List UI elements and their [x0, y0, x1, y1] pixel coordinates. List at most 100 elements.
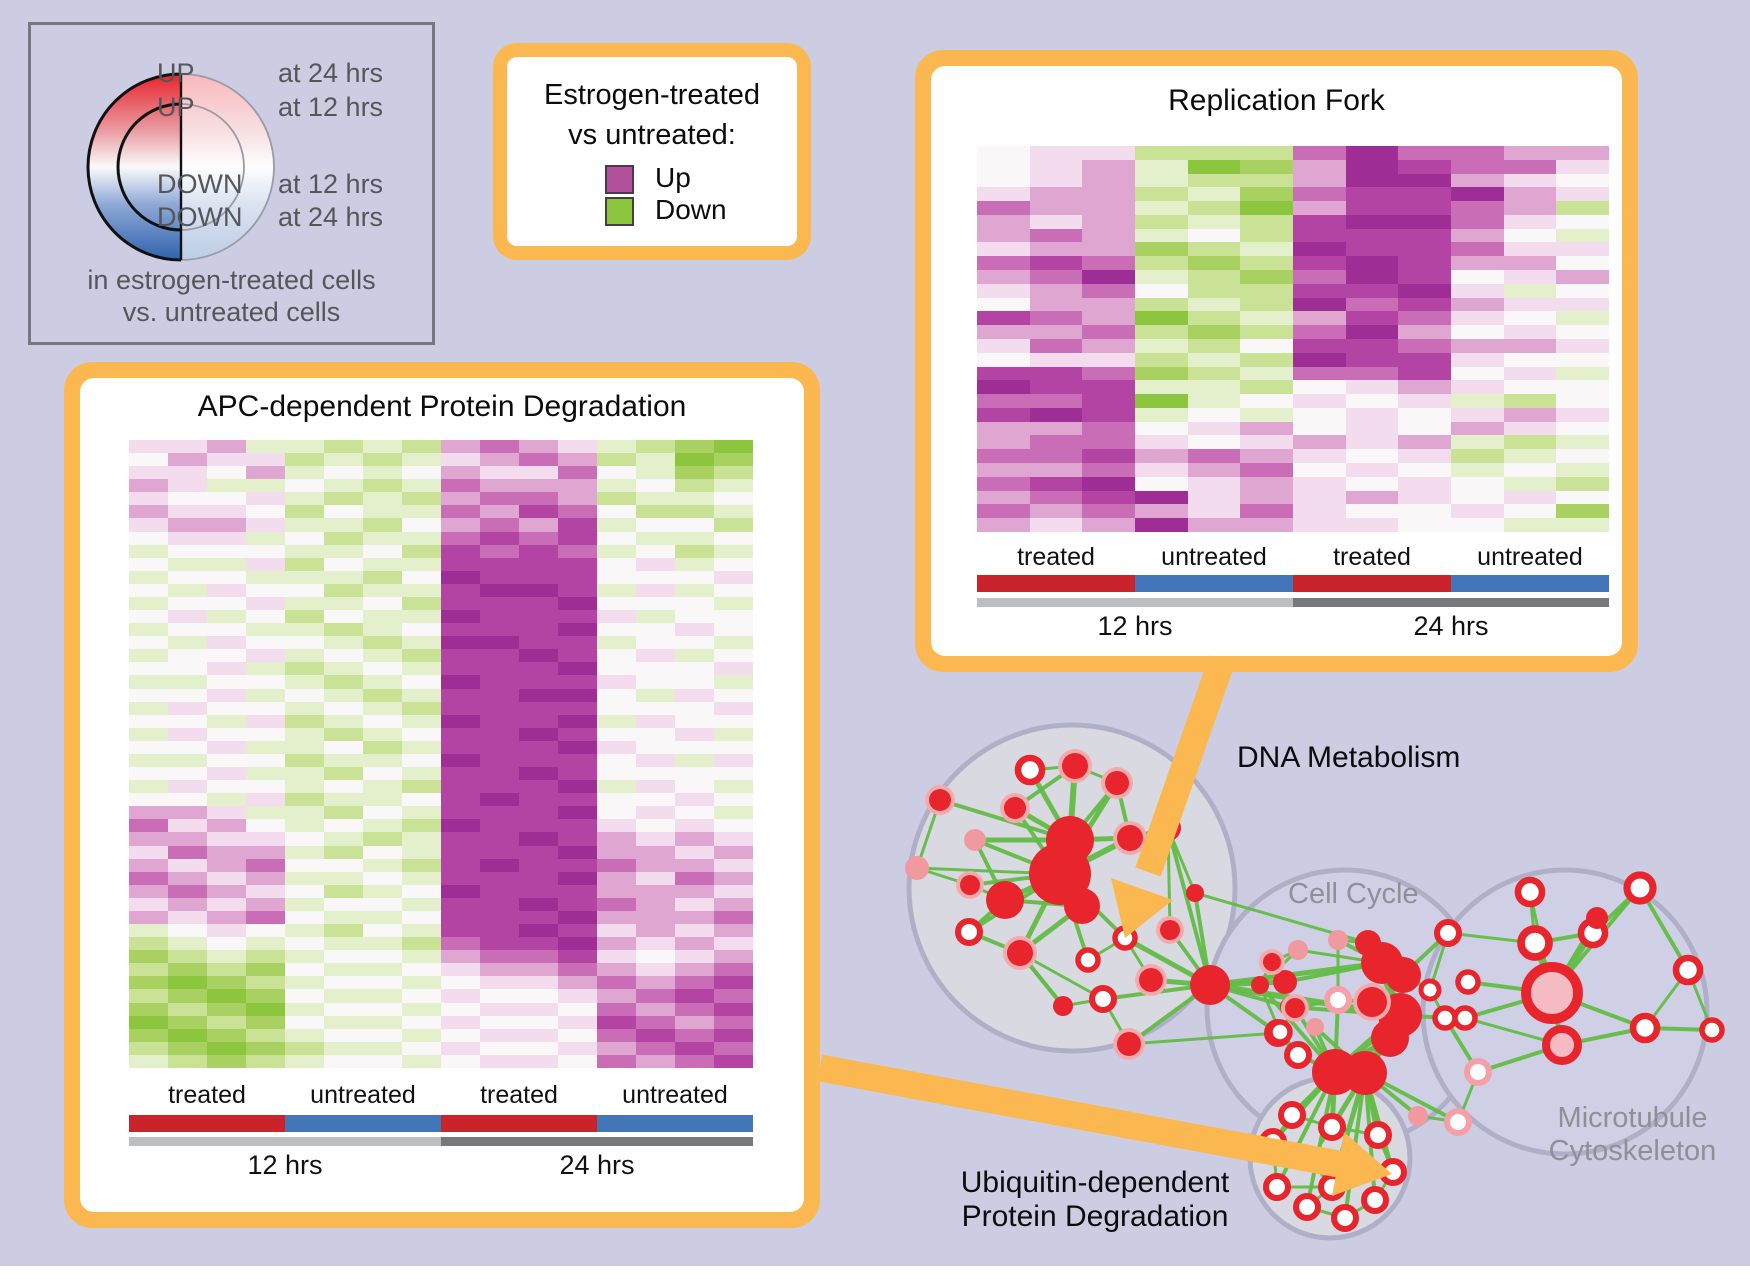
heatmap-cell: [441, 492, 480, 506]
up-swatch: [605, 165, 634, 194]
heatmap-cell: [1240, 394, 1293, 408]
heatmap-cell: [363, 806, 402, 820]
heatmap-cell: [1503, 352, 1557, 367]
heatmap-cell: [558, 871, 597, 885]
heatmap-cell: [675, 727, 714, 741]
heatmap-cell: [636, 753, 675, 768]
heatmap-cell: [1240, 214, 1293, 229]
heatmap-cell: [246, 1002, 285, 1016]
heatmap-cell: [168, 675, 207, 689]
heatmap-cell: [324, 897, 363, 911]
heatmap-cell: [636, 662, 675, 676]
heatmap-cell: [1398, 435, 1451, 450]
heatmap-cell: [1398, 228, 1451, 243]
heatmap-cell: [1029, 366, 1083, 381]
heatmap-cell: [977, 187, 1030, 202]
replication-fork-panel-inner: Replication Fork treated untreated treated…: [931, 66, 1622, 656]
heatmap-cell: [1240, 311, 1293, 326]
heatmap-cell: [1293, 394, 1346, 408]
heatmap-cell: [636, 858, 675, 872]
heatmap-cell: [636, 950, 675, 964]
heatmap-cell: [129, 819, 168, 833]
heatmap-cell: [363, 753, 402, 768]
heatmap-cell: [168, 1015, 207, 1029]
heatmap-cell: [675, 963, 714, 977]
heatmap-cell: [558, 610, 597, 624]
heatmap-cell: [1398, 201, 1451, 215]
heatmap-cell: [441, 662, 480, 676]
heatmap-cell: [558, 989, 597, 1003]
heatmap-cell: [675, 466, 714, 480]
heatmap-cell: [977, 146, 1030, 160]
heatmap-cell: [1135, 256, 1188, 271]
heatmap-cell: [636, 701, 675, 715]
heatmap-cell: [207, 518, 246, 532]
heatmap-cell: [597, 871, 636, 885]
heatmap-cell: [480, 1015, 519, 1029]
heatmap-cell: [597, 440, 636, 454]
timepoint-label: 24 hrs: [1413, 611, 1489, 641]
heatmap-cell: [1451, 228, 1504, 243]
heatmap-cell: [636, 557, 675, 571]
heatmap-cell: [597, 1002, 636, 1016]
heatmap-cell: [1556, 256, 1609, 271]
replication-fork-time-labels: 12 hrs 24 hrs: [977, 611, 1609, 642]
heatmap-cell: [1398, 463, 1451, 477]
heatmap-cell: [129, 1002, 168, 1016]
replication-fork-panel: Replication Fork treated untreated treated…: [915, 50, 1638, 672]
heatmap-cell: [1293, 146, 1346, 160]
heatmap-cell: [1029, 435, 1083, 450]
heatmap-cell: [246, 1041, 285, 1055]
heatmap-cell: [675, 806, 714, 820]
heatmap-cell: [129, 976, 168, 990]
heatmap-cell: [675, 819, 714, 833]
heatmap-cell: [168, 1054, 207, 1068]
heatmap-cell: [597, 976, 636, 990]
heatmap-cell: [207, 662, 246, 676]
heatmap-cell: [402, 440, 441, 454]
heatmap-cell: [1556, 407, 1609, 422]
heatmap-cell: [1345, 504, 1399, 519]
heatmap-cell: [1029, 394, 1083, 408]
heatmap-cell: [207, 753, 246, 768]
heatmap-cell: [363, 976, 402, 990]
heatmap-cell: [129, 924, 168, 938]
heatmap-cell: [597, 557, 636, 571]
heatmap-cell: [1556, 366, 1609, 381]
heatmap-cell: [1345, 256, 1399, 271]
heatmap-cell: [285, 1028, 324, 1042]
heatmap-cell: [402, 610, 441, 624]
heatmap-cell: [1398, 270, 1451, 284]
heatmap-cell: [714, 1002, 753, 1016]
heatmap-cell: [168, 819, 207, 833]
heatmap-cell: [285, 793, 324, 807]
heatmap-cell: [480, 570, 519, 584]
heatmap-cell: [558, 963, 597, 977]
timepoint-bar: [441, 1137, 753, 1146]
heatmap-cell: [675, 1054, 714, 1068]
heatmap-cell: [519, 858, 558, 872]
heatmap-cell: [1503, 490, 1557, 505]
heatmap-cell: [519, 570, 558, 584]
heatmap-cell: [1135, 146, 1188, 160]
heatmap-cell: [675, 1041, 714, 1055]
heatmap-cell: [207, 557, 246, 571]
heatmap-cell: [168, 884, 207, 898]
heatmap-cell: [636, 740, 675, 754]
heatmap-cell: [285, 688, 324, 702]
heatmap-cell: [402, 583, 441, 597]
heatmap-cell: [675, 583, 714, 597]
heatmap-cell: [1503, 366, 1557, 381]
heatmap-cell: [1503, 201, 1557, 215]
heatmap-cell: [1029, 187, 1083, 202]
heatmap-cell: [675, 1015, 714, 1029]
heatmap-cell: [1293, 435, 1346, 450]
heatmap-cell: [480, 440, 519, 454]
heatmap-cell: [1503, 270, 1557, 284]
heatmap-cell: [363, 531, 402, 545]
heatmap-cell: [675, 518, 714, 532]
heatmap-cell: [558, 636, 597, 650]
heatmap-cell: [636, 845, 675, 859]
heatmap-cell: [441, 963, 480, 977]
heatmap-cell: [441, 910, 480, 925]
